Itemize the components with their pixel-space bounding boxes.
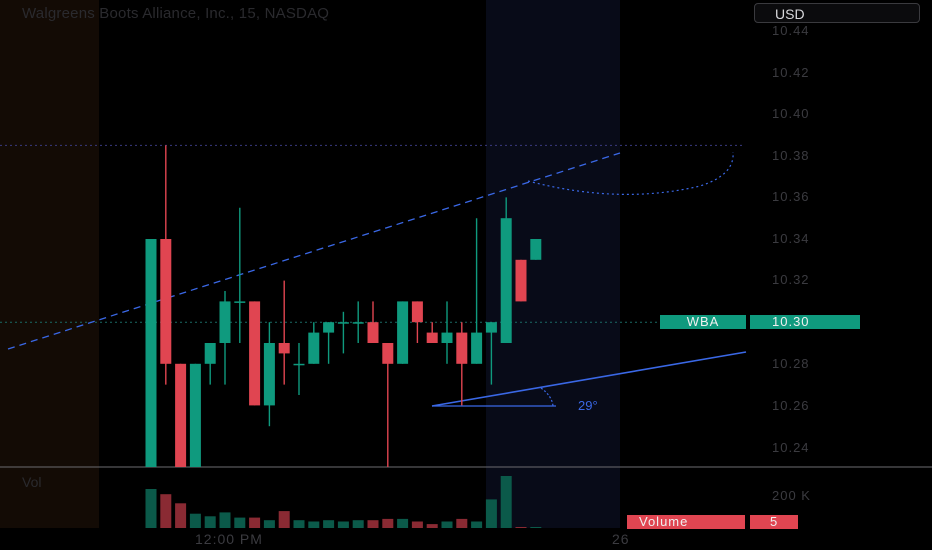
- price-label: 10.42: [772, 65, 810, 80]
- volume-bar: [219, 512, 231, 528]
- volume-bar: [411, 521, 423, 528]
- angle-label: 29°: [578, 398, 598, 413]
- currency-button[interactable]: USD: [754, 3, 920, 23]
- volume-bar: [263, 520, 275, 528]
- candle-body: [426, 332, 438, 343]
- candle-body: [278, 343, 290, 354]
- candle-body: [397, 301, 409, 364]
- volume-bar: [175, 503, 187, 528]
- volume-title: Vol: [22, 474, 42, 490]
- price-label: 10.44: [772, 23, 810, 38]
- upper-angle-arc: [527, 151, 734, 195]
- volume-bar: [308, 521, 320, 528]
- candle-body: [382, 343, 394, 364]
- volume-bar: [456, 518, 468, 528]
- volume-bar: [145, 489, 157, 528]
- candle-body: [456, 332, 468, 364]
- candle-body: [189, 363, 201, 467]
- volume-bar: [160, 494, 172, 528]
- volume-bar: [323, 520, 335, 528]
- volume-bar: [485, 499, 497, 528]
- candle-body: [500, 218, 512, 343]
- price-label: 10.24: [772, 440, 810, 455]
- candle-body: [471, 332, 483, 364]
- angle-arc: [540, 387, 554, 407]
- time-label: 12:00 PM: [195, 531, 263, 547]
- price-label: 10.28: [772, 356, 810, 371]
- candle-body: [485, 322, 497, 333]
- candle-body: [515, 259, 527, 302]
- last-price-tag: 10.30: [750, 315, 860, 329]
- candle-body: [160, 239, 172, 364]
- candle-body: [352, 322, 364, 324]
- price-label: 10.26: [772, 398, 810, 413]
- premarket-session-shade: [0, 0, 99, 528]
- price-label: 10.40: [772, 106, 810, 121]
- candle-body: [175, 363, 187, 467]
- candle-body: [263, 343, 275, 406]
- candle-body: [249, 301, 261, 406]
- volume-bar: [441, 521, 453, 528]
- price-label: 10.36: [772, 189, 810, 204]
- price-label: 10.32: [772, 272, 810, 287]
- candle-body: [145, 239, 157, 467]
- price-label: 10.38: [772, 148, 810, 163]
- volume-bar: [249, 517, 261, 528]
- candle-body: [308, 332, 320, 364]
- volume-bar: [293, 520, 305, 528]
- candle-body: [204, 343, 216, 364]
- volume-bar: [500, 476, 512, 528]
- volume-tag-label: Volume: [627, 515, 745, 529]
- volume-bar: [352, 520, 364, 528]
- candle-body: [367, 322, 379, 343]
- volume-bar: [471, 521, 483, 528]
- volume-bar: [397, 518, 409, 528]
- volume-bar: [426, 524, 438, 528]
- candle-body: [337, 322, 349, 324]
- candle-body: [219, 301, 231, 343]
- volume-bar: [204, 516, 216, 528]
- volume-tag-value: 5: [750, 515, 798, 529]
- volume-bar: [367, 520, 379, 528]
- volume-scale-label: 200 K: [772, 488, 811, 503]
- candle-body: [293, 363, 305, 366]
- candle-body: [323, 322, 335, 333]
- price-label: 10.34: [772, 231, 810, 246]
- volume-bar: [278, 511, 290, 528]
- candle-body: [234, 301, 246, 303]
- time-label: 26: [612, 531, 630, 547]
- volume-bar: [234, 517, 246, 528]
- volume-bar: [382, 518, 394, 528]
- symbol-tag: WBA: [660, 315, 746, 329]
- volume-bar: [530, 527, 542, 528]
- volume-bar: [515, 527, 527, 528]
- candle-body: [411, 301, 423, 323]
- lower-trendline: [431, 351, 747, 407]
- volume-bar: [337, 521, 349, 528]
- candle-body: [530, 239, 542, 260]
- chart-title: Walgreens Boots Alliance, Inc., 15, NASD…: [22, 5, 330, 22]
- candle-body: [441, 332, 453, 343]
- volume-bar: [189, 513, 201, 528]
